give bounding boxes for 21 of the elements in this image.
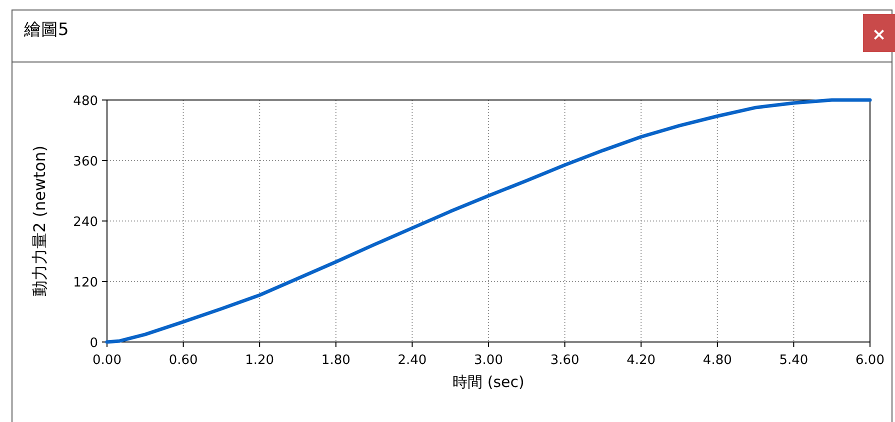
text: × (872, 25, 886, 45)
x-tick-label: 6.00 (856, 353, 884, 368)
y-axis-title: 動力力量2 (newton) (30, 145, 49, 297)
x-tick-label: 3.60 (550, 353, 580, 368)
y-tick-label: 360 (73, 154, 98, 170)
y-tick-label: 0 (90, 336, 98, 351)
y-tick-label: 480 (73, 94, 98, 109)
x-tick-label: 1.20 (245, 353, 274, 368)
x-tick-label: 1.80 (321, 353, 350, 368)
title: 繪圖5 (24, 20, 69, 40)
x-tick-label: 4.20 (626, 353, 656, 368)
x-tick-label: 0.60 (168, 353, 198, 368)
x-tick-label: 0.00 (92, 353, 122, 368)
x-tick-label: 4.80 (702, 353, 732, 368)
x-axis-title: 時間 (sec) (452, 373, 524, 391)
x-tick-label: 3.00 (474, 353, 503, 368)
y-tick-label: 240 (73, 215, 98, 230)
line-series (105, 98, 872, 344)
y-tick-label: 120 (73, 276, 98, 290)
x-tick-label: 5.40 (779, 353, 808, 368)
x-tick-label: 2.40 (398, 353, 427, 368)
